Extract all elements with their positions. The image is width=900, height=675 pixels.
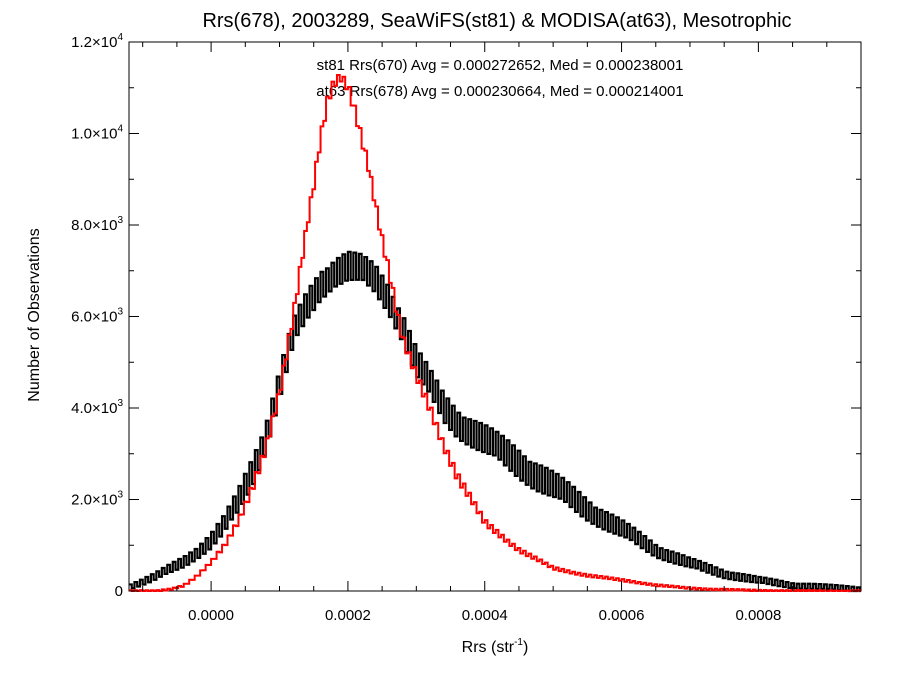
chart-title: Rrs(678), 2003289, SeaWiFS(st81) & MODIS… [202,10,791,32]
y-tick-label: 2.0×103 [71,490,123,509]
y-tick-label: 1.2×104 [71,32,123,51]
y-tick-label: 6.0×103 [71,307,123,326]
y-tick-label: 8.0×103 [71,215,123,234]
x-tick-label: 0.0000 [188,607,234,624]
x-tick-label: 0.0008 [735,607,781,624]
annotation-st81: st81 Rrs(670) Avg = 0.000272652, Med = 0… [317,57,684,74]
series-layer [129,73,861,593]
x-axis: 0.0000 0.0002 0.0004 0.0006 0.0008 [142,42,828,624]
y-tick-label: 4.0×103 [71,398,123,417]
x-tick-label: 0.0004 [462,607,508,624]
series-line-at63 [129,73,861,592]
series-line-st81 [129,250,861,593]
y-axis: 0 2.0×103 4.0×103 6.0×103 8.0×103 1.0×104 1.2×… [71,32,861,600]
y-axis-label: Number of Observations [26,228,43,401]
y-tick-label: 0 [115,583,123,600]
x-tick-label: 0.0006 [599,607,645,624]
annotation-at63: at63 Rrs(678) Avg = 0.000230664, Med = 0… [316,83,684,100]
x-axis-label: Rrs (str-1) [462,637,529,656]
x-tick-label: 0.0002 [325,607,371,624]
y-tick-label: 1.0×104 [71,124,123,143]
